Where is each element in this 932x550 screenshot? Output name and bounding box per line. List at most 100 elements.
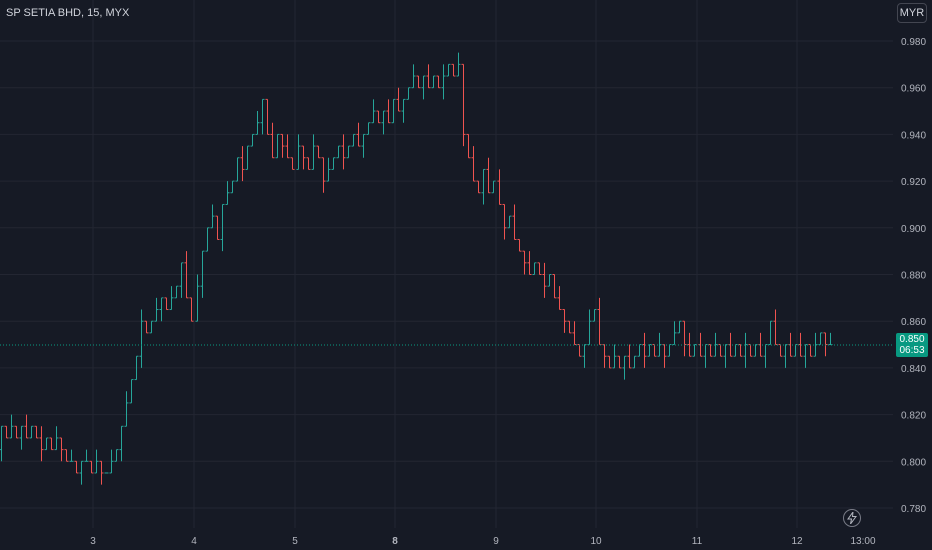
ohlc-bar: [159, 297, 164, 322]
ohlc-bar: [240, 146, 245, 182]
ohlc-bar: [386, 99, 391, 124]
ohlc-bar: [290, 157, 295, 170]
lightning-icon: [847, 512, 857, 524]
ohlc-bar: [230, 180, 235, 194]
ohlc-bar: [381, 110, 386, 135]
ohlc-bar: [552, 274, 557, 299]
ohlc-bar: [532, 262, 537, 275]
ohlc-bar: [632, 355, 637, 369]
ohlc-bar: [19, 425, 24, 450]
ohlc-bar: [346, 145, 351, 159]
ohlc-bar: [441, 64, 446, 100]
grid: [0, 0, 893, 528]
currency-button[interactable]: MYR: [897, 3, 927, 23]
price-tick-label: 0.980: [901, 37, 926, 48]
ohlc-bar: [557, 286, 562, 311]
ohlc-bar: [84, 449, 89, 462]
time-tick-label: 11: [692, 536, 703, 547]
time-tick-label: 4: [191, 536, 197, 547]
ohlc-bar: [366, 122, 371, 135]
ohlc-bar: [215, 215, 220, 240]
ohlc-bar: [401, 98, 406, 123]
ohlc-bar: [356, 122, 361, 147]
ohlc-bar: [376, 110, 381, 124]
ohlc-bar: [341, 134, 346, 170]
price-tick-label: 0.960: [901, 84, 926, 95]
ohlc-bar: [456, 52, 461, 77]
time-tick-label: 3: [90, 536, 96, 547]
ohlc-bar: [321, 157, 326, 193]
ohlc-bar: [94, 449, 99, 474]
ohlc-bar: [89, 460, 94, 474]
ohlc-bar: [250, 133, 255, 147]
ohlc-bar: [174, 285, 179, 299]
price-tick-label: 0.820: [901, 411, 926, 422]
ohlc-bar: [567, 320, 572, 334]
ohlc-bar: [502, 203, 507, 240]
ohlc-bar: [421, 75, 426, 100]
time-tick-label: 12: [791, 536, 803, 547]
ohlc-bar: [426, 64, 431, 89]
time-axis[interactable]: 3 4 5 8 9 10 11 12 13:00: [90, 536, 876, 547]
ohlc-bar: [296, 134, 301, 170]
ohlc-bar: [134, 355, 139, 381]
ohlc-bar: [436, 75, 441, 89]
ohlc-bar: [205, 227, 210, 252]
ohlc-bar: [306, 157, 311, 170]
ohlc-bar: [24, 414, 29, 439]
ohlc-bar: [220, 203, 225, 252]
ohlc-bar: [497, 169, 502, 205]
time-tick-label: 13:00: [850, 536, 875, 547]
price-tick-label: 0.800: [901, 457, 926, 468]
ohlc-bar: [129, 379, 134, 404]
ohlc-bar: [54, 426, 59, 451]
ohlc-bar: [9, 414, 14, 439]
time-tick-label: 8: [392, 536, 398, 547]
last-price-value: 0.850: [899, 334, 925, 346]
ohlc-bar: [39, 426, 44, 462]
ohlc-bar: [114, 449, 119, 462]
flash-icon[interactable]: [843, 509, 861, 527]
ohlc-bar: [607, 355, 612, 369]
ohlc-bar: [592, 309, 597, 322]
ohlc-bar: [527, 251, 532, 275]
ohlc-bar: [446, 63, 451, 77]
ohlc-bar: [64, 449, 69, 462]
ohlc-bar: [301, 145, 306, 170]
ohlc-bar: [562, 309, 567, 333]
ohlc-bar: [154, 297, 159, 322]
ohlc-bar: [119, 425, 124, 462]
ohlc-bar: [235, 157, 240, 182]
price-axis[interactable]: 0.780 0.800 0.820 0.840 0.860 0.880 0.900 0.920…: [901, 37, 926, 515]
time-tick-label: 9: [493, 536, 499, 547]
ohlc-bar: [507, 215, 512, 229]
price-tick-label: 0.840: [901, 364, 926, 375]
ohlc-bar: [179, 262, 184, 298]
ohlc-bar: [280, 133, 285, 158]
ohlc-bar: [109, 449, 114, 474]
price-bars: [0, 52, 833, 485]
ohlc-bar: [351, 133, 356, 147]
ohlc-bar: [622, 355, 627, 380]
ohlc-bar: [416, 75, 421, 89]
ohlc-bar: [79, 460, 84, 485]
bar-countdown: 06:53: [899, 345, 925, 357]
ohlc-bar: [245, 145, 250, 170]
ohlc-bar: [169, 286, 174, 311]
ohlc-bar: [547, 274, 552, 287]
ohlc-bar: [49, 437, 54, 451]
ohlc-bar: [517, 238, 522, 252]
ohlc-bar: [4, 425, 9, 439]
ohlc-bar: [411, 64, 416, 89]
ohlc-bar: [144, 320, 149, 334]
ohlc-bar: [184, 251, 189, 299]
ohlc-bar: [512, 204, 517, 240]
ohlc-bar: [396, 87, 401, 112]
ohlc-bar: [542, 262, 547, 298]
ohlc-bar: [481, 168, 486, 205]
price-tick-label: 0.880: [901, 271, 926, 282]
ohlc-bar: [361, 133, 366, 158]
ohlc-bar: [265, 98, 270, 135]
ohlc-bar: [331, 157, 336, 170]
